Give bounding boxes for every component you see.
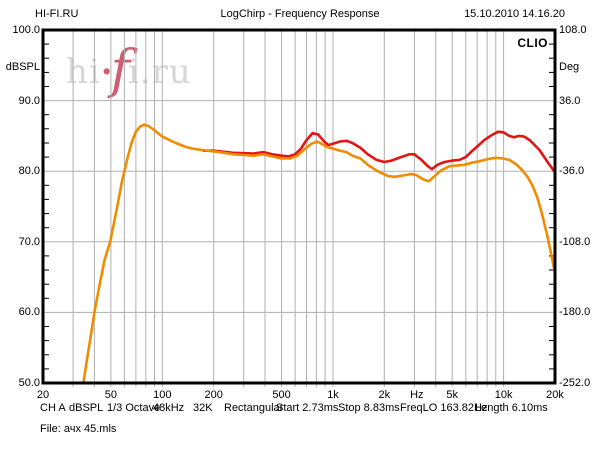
hifi-ru-watermark: hi·fi.ru [66, 40, 192, 96]
status-item: CH A [40, 402, 66, 414]
y-left-unit-label: dBSPL [5, 61, 40, 73]
red-curve [202, 130, 555, 174]
x-tick-label: 100 [153, 389, 172, 401]
status-item: Length 6.10ms [475, 402, 548, 414]
y-right-tick-label: 36.0 [559, 94, 581, 107]
status-item: 1/3 Octave [107, 402, 161, 414]
x-tick-label: 200 [204, 389, 223, 401]
watermark-part-iru: i.ru [127, 52, 192, 92]
x-tick-label: 50 [104, 389, 118, 401]
watermark-part-f: f [110, 40, 130, 100]
y-left-tick-label: 50.0 [18, 377, 40, 389]
file-name-label: File: ачх 45.mls [40, 423, 117, 435]
status-item: Start 2.73ms [276, 402, 339, 414]
status-item: dBSPL [69, 402, 104, 414]
y-left-tick-label: 60.0 [18, 306, 40, 319]
x-tick-label: 5k [446, 389, 458, 401]
x-tick-label: 500 [272, 389, 291, 401]
y-left-tick-label: 100.0 [12, 24, 40, 36]
y-left-tick-label: 90.0 [18, 94, 40, 107]
y-right-tick-label: -180.0 [559, 306, 591, 319]
status-item: Rectangular [224, 402, 284, 414]
x-tick-label: 20k [546, 389, 564, 401]
y-right-tick-label: -36.0 [559, 165, 585, 178]
header-datetime: 15.10.2010 14.16.20 [464, 8, 565, 20]
x-axis-unit-label: Hz [410, 389, 424, 401]
y-right-tick-label: -108.0 [559, 235, 591, 248]
y-right-tick-label: 108.0 [559, 24, 587, 36]
status-item: FreqLO 163.82Hz [400, 402, 488, 414]
orange-curve [82, 123, 555, 384]
x-tick-label: 2k [378, 389, 391, 401]
status-item: 32K [193, 402, 213, 414]
x-tick-label: 20 [36, 389, 50, 401]
status-item: Stop 8.83ms [338, 402, 400, 414]
y-left-tick-label: 70.0 [18, 235, 40, 248]
x-tick-label: 10k [494, 389, 513, 401]
y-right-tick-label: -252.0 [559, 377, 591, 389]
clio-logo-label: CLIO [517, 36, 548, 50]
plot-frame [41, 28, 557, 385]
x-tick-label: 1k [327, 389, 339, 401]
y-left-tick-label: 80.0 [18, 165, 40, 178]
watermark-dot: · [100, 52, 113, 92]
y-right-unit-label: Deg [559, 61, 580, 73]
header-brand: HI-FI.RU [35, 8, 79, 20]
status-item: 48kHz [153, 402, 185, 414]
page-title: LogChirp - Frequency Response [220, 8, 380, 20]
